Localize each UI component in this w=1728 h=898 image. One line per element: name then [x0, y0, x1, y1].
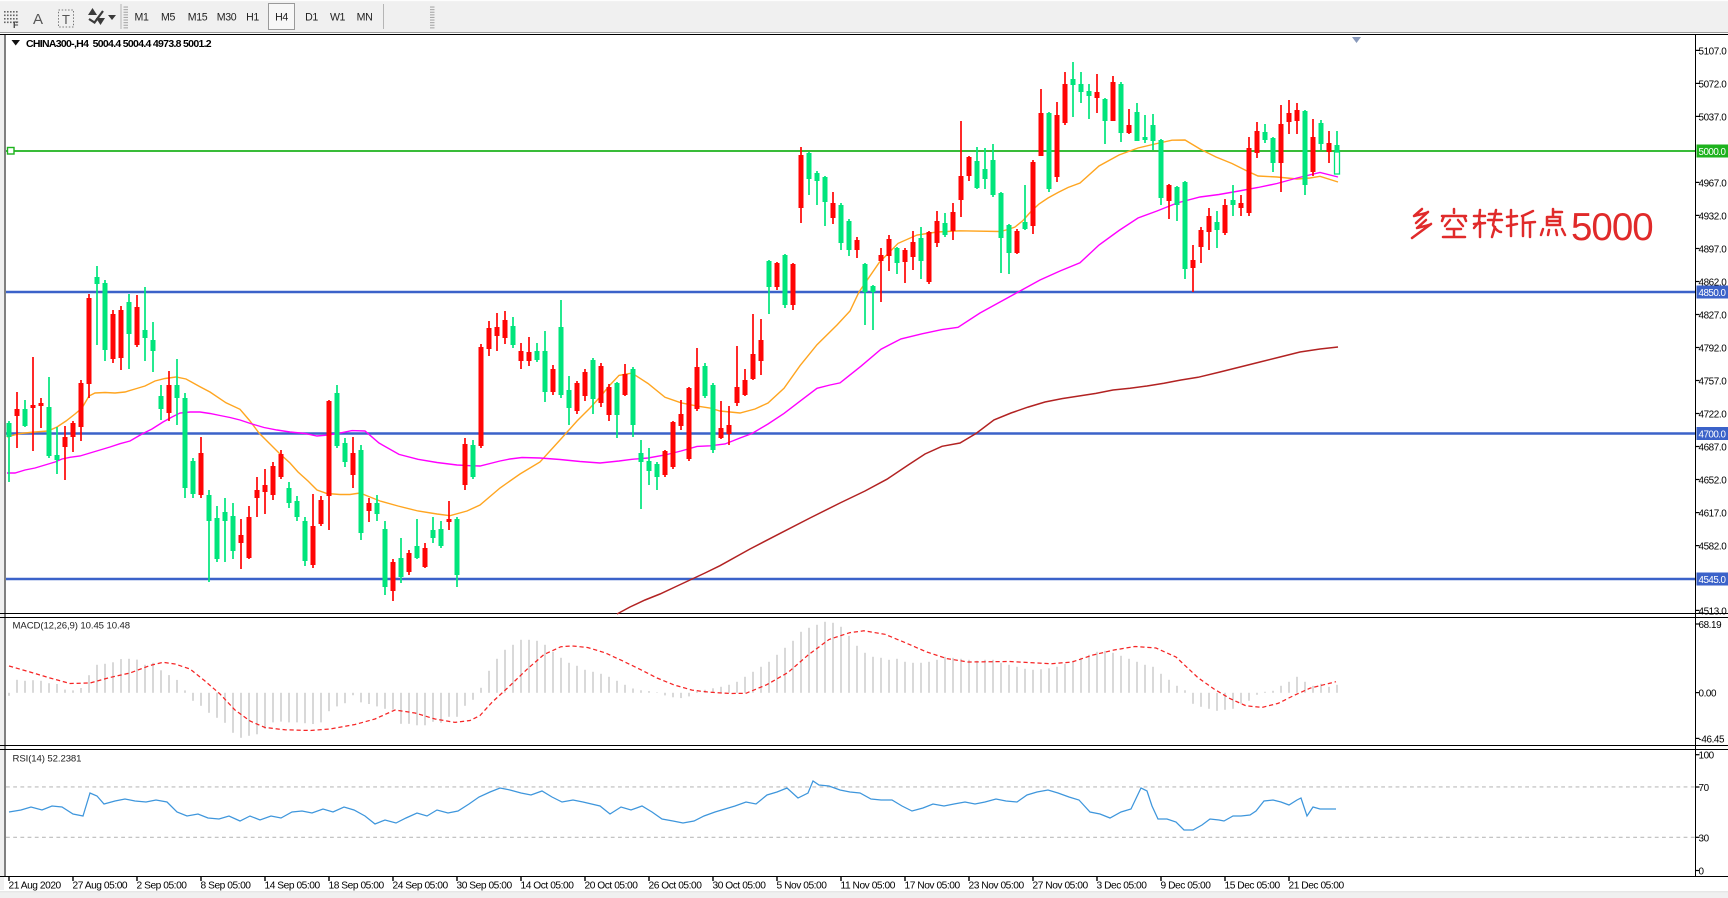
- svg-text:4862.0: 4862.0: [1699, 278, 1728, 289]
- svg-text:100: 100: [1699, 751, 1715, 762]
- svg-text:M15: M15: [188, 12, 208, 24]
- svg-text:D1: D1: [305, 12, 318, 24]
- svg-text:14 Oct 05:00: 14 Oct 05:00: [521, 881, 575, 892]
- svg-text:M5: M5: [161, 12, 175, 24]
- svg-text:5037.0: 5037.0: [1699, 112, 1728, 123]
- svg-text:70: 70: [1699, 783, 1710, 794]
- svg-text:4617.0: 4617.0: [1699, 509, 1728, 520]
- svg-text:4897.0: 4897.0: [1699, 245, 1728, 256]
- svg-text:20 Oct 05:00: 20 Oct 05:00: [585, 881, 639, 892]
- svg-text:W1: W1: [330, 12, 346, 24]
- svg-text:4722.0: 4722.0: [1699, 410, 1728, 421]
- svg-text:5107.0: 5107.0: [1699, 46, 1728, 57]
- svg-text:4967.0: 4967.0: [1699, 178, 1728, 189]
- svg-text:21 Dec 05:00: 21 Dec 05:00: [1289, 881, 1345, 892]
- svg-text:CHINA300-,H4 5004.4 5004.4 49: CHINA300-,H4 5004.4 5004.4 4973.8 5001.2: [26, 38, 212, 50]
- svg-text:15 Dec 05:00: 15 Dec 05:00: [1225, 881, 1281, 892]
- svg-text:17 Nov 05:00: 17 Nov 05:00: [905, 881, 961, 892]
- svg-text:27 Nov 05:00: 27 Nov 05:00: [1033, 881, 1089, 892]
- svg-text:27 Aug 05:00: 27 Aug 05:00: [73, 881, 128, 892]
- svg-text:30: 30: [1699, 833, 1710, 844]
- svg-text:8 Sep 05:00: 8 Sep 05:00: [201, 881, 252, 892]
- svg-text:26 Oct 05:00: 26 Oct 05:00: [649, 881, 703, 892]
- svg-text:4757.0: 4757.0: [1699, 377, 1728, 388]
- svg-text:4827.0: 4827.0: [1699, 311, 1728, 322]
- svg-text:9 Dec 05:00: 9 Dec 05:00: [1161, 881, 1212, 892]
- svg-text:T: T: [62, 12, 70, 27]
- svg-text:5072.0: 5072.0: [1699, 79, 1728, 90]
- svg-text:5000.0: 5000.0: [1699, 147, 1727, 158]
- svg-text:H4: H4: [275, 12, 288, 24]
- svg-text:4582.0: 4582.0: [1699, 542, 1728, 553]
- svg-text:4652.0: 4652.0: [1699, 476, 1728, 487]
- svg-text:23 Nov 05:00: 23 Nov 05:00: [969, 881, 1025, 892]
- svg-text:0: 0: [1699, 867, 1705, 878]
- svg-text:-46.45: -46.45: [1699, 734, 1726, 745]
- svg-text:M1: M1: [135, 12, 149, 24]
- svg-text:3 Dec 05:00: 3 Dec 05:00: [1097, 881, 1148, 892]
- svg-text:4687.0: 4687.0: [1699, 443, 1728, 454]
- svg-text:0.00: 0.00: [1699, 689, 1718, 700]
- svg-text:30 Oct 05:00: 30 Oct 05:00: [713, 881, 767, 892]
- svg-text:24 Sep 05:00: 24 Sep 05:00: [393, 881, 449, 892]
- svg-text:30 Sep 05:00: 30 Sep 05:00: [457, 881, 513, 892]
- svg-text:RSI(14) 52.2381: RSI(14) 52.2381: [13, 754, 82, 765]
- svg-text:11 Nov 05:00: 11 Nov 05:00: [841, 881, 896, 892]
- svg-text:F: F: [13, 20, 19, 30]
- svg-text:18 Sep 05:00: 18 Sep 05:00: [329, 881, 385, 892]
- svg-text:4545.0: 4545.0: [1699, 575, 1727, 586]
- svg-text:4700.0: 4700.0: [1699, 430, 1727, 441]
- svg-text:4850.0: 4850.0: [1699, 288, 1727, 299]
- svg-text:H1: H1: [246, 12, 259, 24]
- svg-text:21 Aug 2020: 21 Aug 2020: [9, 881, 62, 892]
- svg-text:MN: MN: [357, 12, 373, 24]
- svg-text:2 Sep 05:00: 2 Sep 05:00: [137, 881, 188, 892]
- svg-text:A: A: [33, 11, 43, 28]
- svg-text:5000: 5000: [1571, 206, 1653, 249]
- svg-text:68.19: 68.19: [1699, 620, 1723, 631]
- svg-text:MACD(12,26,9) 10.45 10.48: MACD(12,26,9) 10.45 10.48: [13, 621, 131, 632]
- svg-text:5 Nov 05:00: 5 Nov 05:00: [777, 881, 828, 892]
- svg-text:4932.0: 4932.0: [1699, 211, 1728, 222]
- svg-text:14 Sep 05:00: 14 Sep 05:00: [265, 881, 321, 892]
- svg-text:4792.0: 4792.0: [1699, 344, 1728, 355]
- svg-text:M30: M30: [217, 12, 237, 24]
- svg-text:4513.0: 4513.0: [1699, 606, 1728, 617]
